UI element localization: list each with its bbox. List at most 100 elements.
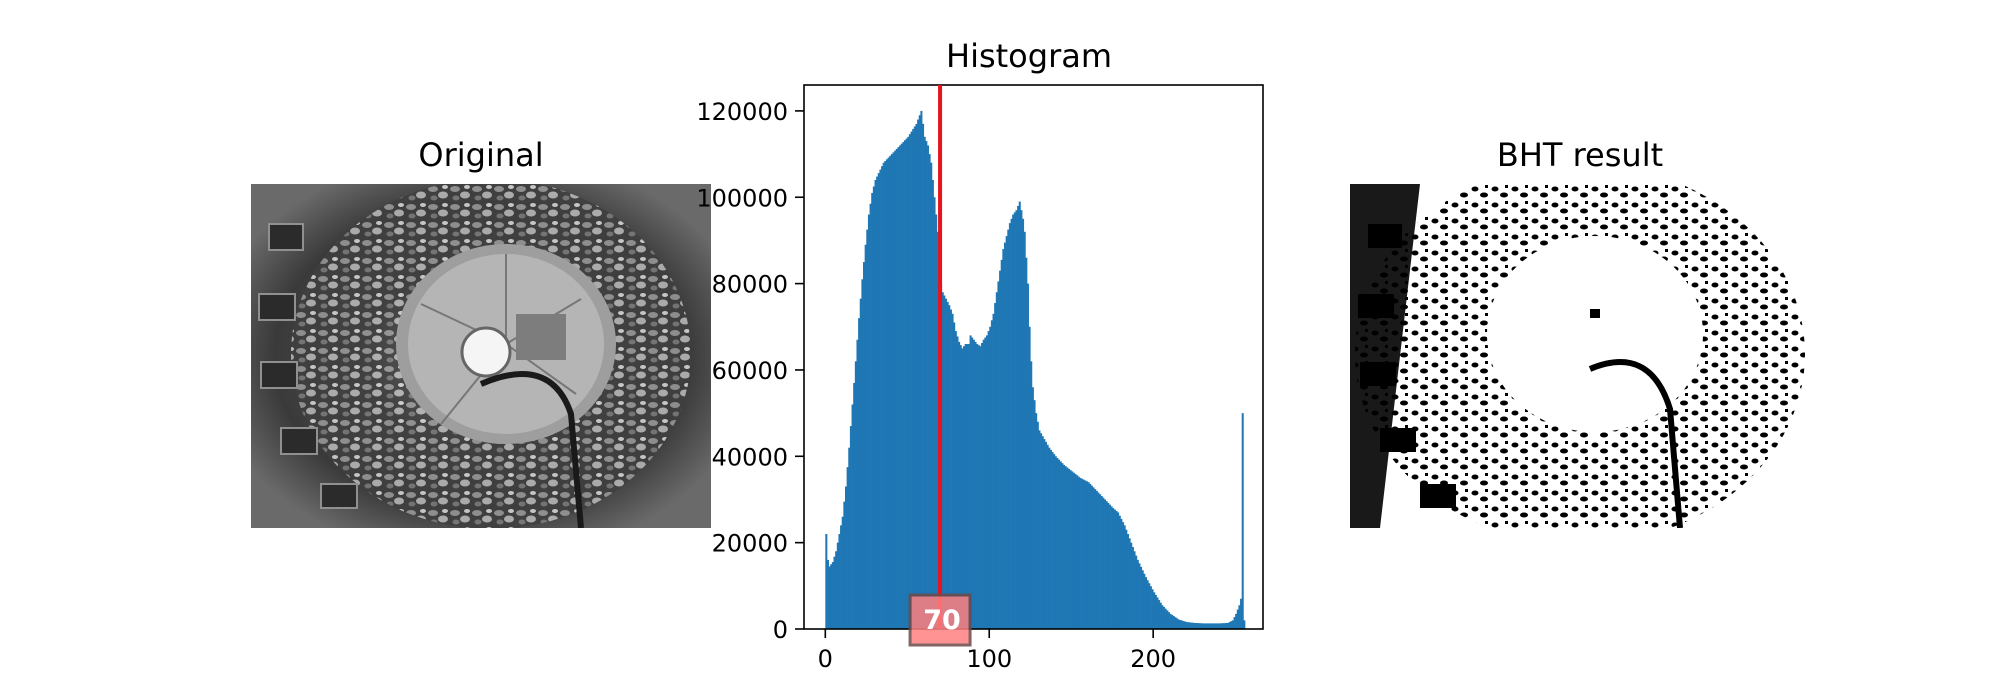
- histogram-bar: [856, 339, 859, 629]
- histogram-bar: [1015, 210, 1018, 629]
- histogram-bar: [1136, 559, 1139, 629]
- histogram-bar: [831, 562, 834, 629]
- histogram-bar: [974, 341, 977, 629]
- histogram-bar: [1012, 214, 1015, 629]
- histogram-bar: [1058, 459, 1061, 629]
- histogram-bar: [976, 344, 979, 629]
- histogram-bar: [984, 337, 987, 629]
- histogram-bar: [892, 152, 895, 629]
- histogram-bar: [894, 150, 897, 629]
- histogram-bar: [1054, 456, 1057, 629]
- histogram-bar: [936, 231, 939, 630]
- histogram-bar: [1125, 529, 1128, 629]
- histogram-bar: [866, 229, 869, 629]
- histogram-bar: [1135, 555, 1138, 629]
- histogram-bar: [930, 162, 933, 629]
- histogram-bar: [969, 335, 972, 629]
- histogram-bar: [846, 467, 849, 629]
- x-tick-label: 200: [1130, 645, 1176, 673]
- histogram-bar: [1108, 504, 1111, 629]
- histogram-bar: [964, 344, 967, 629]
- histogram-bar: [1076, 475, 1079, 629]
- histogram-bar: [1084, 480, 1087, 629]
- bht-result-image: [1350, 184, 1810, 528]
- histogram-bar: [1090, 485, 1093, 629]
- histogram-bar: [836, 542, 839, 629]
- histogram-bar: [1161, 605, 1164, 629]
- histogram-bar: [843, 501, 846, 629]
- histogram-bar: [1118, 515, 1121, 629]
- histogram-bar: [1097, 492, 1100, 629]
- histogram-bar: [1107, 502, 1110, 629]
- histogram-bar: [1158, 600, 1161, 629]
- histogram-bar: [1069, 470, 1072, 629]
- x-axis: 0 100 200: [818, 629, 1176, 673]
- histogram-bar: [826, 559, 829, 629]
- y-tick-label: 100000: [696, 184, 788, 212]
- histogram-bar: [995, 292, 998, 629]
- histogram-bar: [987, 331, 990, 629]
- histogram-bar: [1217, 623, 1220, 629]
- histogram-bar: [1243, 620, 1246, 629]
- histogram-title: Histogram: [946, 37, 1112, 75]
- histogram-bar: [1138, 563, 1141, 629]
- histogram-bar: [1010, 218, 1013, 629]
- histogram-bar: [904, 140, 907, 629]
- histogram-bar: [928, 154, 931, 629]
- histogram-bar: [1190, 622, 1193, 629]
- histogram-bar: [1071, 471, 1074, 629]
- y-axis: 0 20000 40000 60000 80000 100000 120000: [696, 98, 804, 644]
- histogram-bar: [1213, 623, 1216, 629]
- histogram-bar: [1095, 490, 1098, 629]
- histogram-bar: [1048, 447, 1051, 629]
- histogram-bar: [1046, 444, 1049, 629]
- histogram-bar: [1194, 622, 1197, 629]
- histogram-bar: [954, 331, 957, 629]
- y-tick-label: 20000: [712, 530, 788, 558]
- histogram-bar: [1112, 508, 1115, 629]
- histogram-bar: [1215, 623, 1218, 629]
- histogram-bar: [1225, 623, 1228, 629]
- histogram-bar: [1044, 441, 1048, 629]
- histogram-bar: [905, 138, 908, 630]
- histogram-bar: [1018, 201, 1021, 629]
- histogram-bar: [1026, 283, 1029, 629]
- histogram-bar: [979, 346, 982, 629]
- histogram-bar: [1003, 242, 1007, 629]
- histogram-bar: [1140, 566, 1143, 629]
- histogram-bar: [881, 166, 884, 630]
- histogram-bar: [1185, 622, 1188, 629]
- histogram-bar: [977, 345, 980, 629]
- histogram-bar: [1233, 617, 1236, 629]
- histogram-bar: [1218, 623, 1221, 629]
- histogram-bar: [1228, 622, 1231, 629]
- histogram-bar: [910, 131, 913, 629]
- histogram-bar: [1169, 613, 1172, 629]
- histogram-bar: [1038, 430, 1041, 629]
- histogram-bar: [835, 551, 838, 629]
- histogram-bar: [1002, 249, 1005, 629]
- histogram-bar: [1077, 476, 1080, 629]
- histogram-bar: [1043, 439, 1046, 629]
- histogram-bar: [871, 192, 874, 629]
- histogram-bar: [1171, 615, 1174, 629]
- histogram-bar: [879, 169, 882, 629]
- histogram-bar: [848, 447, 851, 629]
- histogram-bar: [1120, 518, 1123, 629]
- histogram-bar: [1179, 620, 1182, 629]
- histogram-bar: [1013, 212, 1016, 629]
- histogram-bar: [925, 141, 928, 629]
- histogram-bar: [948, 305, 951, 629]
- histogram-bar: [861, 279, 864, 629]
- y-tick-label: 80000: [712, 271, 788, 299]
- histogram-bar: [1182, 621, 1185, 629]
- y-tick-label: 60000: [712, 357, 788, 385]
- histogram-bar: [849, 426, 852, 629]
- histogram-bar: [1072, 472, 1075, 629]
- histogram-bar: [1148, 583, 1151, 629]
- histogram-bar: [1056, 458, 1059, 629]
- histogram-bar: [1023, 231, 1026, 630]
- histogram-bar: [1081, 478, 1084, 629]
- histogram-bar: [828, 566, 831, 629]
- histogram-bar: [1115, 510, 1118, 629]
